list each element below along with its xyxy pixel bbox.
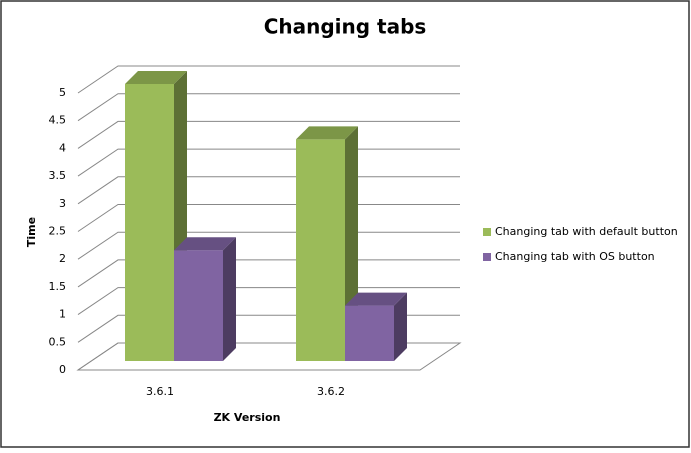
x-axis-title: ZK Version bbox=[214, 411, 281, 424]
y-tick-label: 4 bbox=[59, 141, 66, 154]
x-tick-label: 3.6.1 bbox=[146, 385, 174, 398]
y-tick-label: 1.5 bbox=[49, 280, 67, 293]
bar-side bbox=[223, 237, 236, 361]
legend-label: Changing tab with default button bbox=[495, 225, 678, 238]
y-tick-label: 3.5 bbox=[49, 169, 67, 182]
legend-swatch bbox=[483, 228, 491, 236]
y-tick-label: 1 bbox=[59, 308, 66, 321]
chart-title: Changing tabs bbox=[264, 15, 427, 39]
bar-front bbox=[296, 139, 345, 361]
bar-front bbox=[345, 305, 394, 361]
bar-front bbox=[174, 250, 223, 361]
y-axis-title: Time bbox=[25, 217, 38, 247]
y-tick-label: 5 bbox=[59, 86, 66, 99]
bar bbox=[345, 292, 407, 361]
bar-side bbox=[394, 292, 407, 361]
grid-line bbox=[77, 93, 460, 122]
grid-line bbox=[77, 120, 460, 149]
x-tick-label: 3.6.2 bbox=[317, 385, 345, 398]
legend-label: Changing tab with OS button bbox=[495, 250, 655, 263]
bar-top bbox=[345, 292, 407, 306]
bar-front bbox=[125, 84, 174, 361]
legend-swatch bbox=[483, 253, 491, 261]
y-tick-label: 2.5 bbox=[49, 225, 67, 238]
y-tick-label: 2 bbox=[59, 252, 66, 265]
y-tick-label: 0 bbox=[59, 363, 66, 376]
bar bbox=[174, 237, 236, 361]
grid-line bbox=[77, 65, 460, 94]
y-tick-label: 3 bbox=[59, 197, 66, 210]
bar-top bbox=[174, 237, 236, 251]
bar-top bbox=[125, 71, 187, 84]
y-tick-label: 4.5 bbox=[49, 114, 67, 127]
y-tick-label: 0.5 bbox=[49, 335, 67, 348]
bar-top bbox=[296, 126, 358, 140]
